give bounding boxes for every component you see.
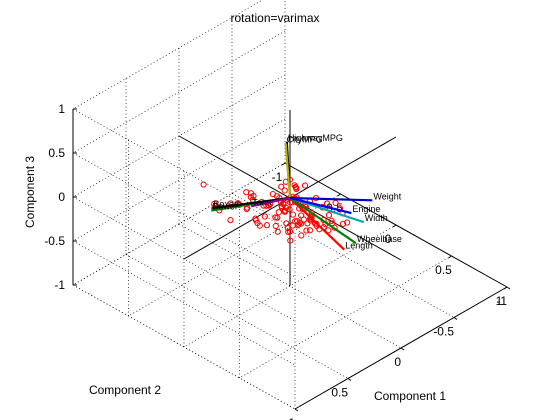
- z-tick-label: 0.5: [48, 146, 65, 160]
- score-point: [286, 206, 293, 213]
- x-tick-mark: [281, 162, 286, 166]
- x-tick-mark: [448, 255, 452, 259]
- y-tick-mark: [347, 378, 352, 381]
- grid-line: [231, 193, 455, 318]
- z-tick-label: 1: [58, 102, 65, 116]
- y-tick-label: -0.5: [433, 325, 454, 339]
- score-point: [301, 182, 309, 189]
- score-point: [325, 227, 332, 234]
- vector-citympg: [284, 143, 292, 199]
- score-point: [272, 222, 279, 230]
- vector-length: [289, 197, 346, 251]
- score-point: [263, 222, 270, 229]
- score-point: [284, 224, 292, 232]
- vector-label-highwaympg: HighwayMPG: [288, 133, 343, 143]
- y-axis-label: Component 2: [89, 383, 161, 397]
- vector-tons: [250, 196, 291, 208]
- score-point: [272, 214, 279, 221]
- y-tick-label: -1: [496, 294, 507, 308]
- score-point: [306, 227, 314, 234]
- y-tick-mark: [453, 317, 458, 320]
- grid-line: [183, 224, 397, 348]
- z-tick-label: -0.5: [44, 234, 65, 248]
- grid-line: [72, 196, 296, 322]
- score-point: [211, 200, 218, 207]
- vector-weight: [289, 196, 373, 202]
- vector-engine: [289, 196, 352, 215]
- x-tick-label: 1: [496, 294, 503, 308]
- x-tick-label: 0: [385, 232, 392, 246]
- x-tick-mark: [337, 193, 341, 197]
- score-point: [339, 220, 347, 227]
- grid-line: [125, 254, 349, 379]
- grid-line: [72, 162, 286, 286]
- grid-line: [72, 30, 286, 154]
- score-point: [294, 217, 301, 225]
- grid-line: [178, 223, 402, 349]
- score-point: [252, 217, 260, 224]
- score-point: [275, 209, 282, 216]
- x-tick-mark: [503, 286, 508, 290]
- loading-vectors: [211, 141, 373, 251]
- score-point: [298, 212, 305, 219]
- x-tick-mark: [392, 224, 397, 228]
- tick-labels: -1-0.500.51-1-0.500.51-1-0.500.51: [44, 102, 511, 420]
- score-point: [328, 217, 335, 224]
- vector-label-length: Length: [345, 241, 373, 251]
- score-point: [344, 219, 351, 226]
- vector-label-engine: Engine: [352, 204, 380, 214]
- vector-label-weight: Weight: [373, 191, 401, 201]
- score-point: [285, 228, 292, 236]
- score-point: [280, 200, 287, 207]
- z-tick-label: 0: [58, 190, 65, 204]
- score-point: [298, 232, 305, 239]
- score-point: [303, 227, 310, 234]
- grid-line: [72, 118, 286, 242]
- grid-line: [239, 255, 452, 379]
- score-point: [291, 182, 298, 189]
- score-point: [289, 211, 297, 218]
- score-point: [308, 215, 315, 222]
- score-point: [261, 213, 268, 220]
- vector-wheelbase: [289, 197, 357, 245]
- vector-label-boxed: Boxed: [213, 199, 239, 209]
- z-tick-label: -1: [54, 278, 65, 292]
- score-point: [227, 217, 234, 224]
- y-tick-mark: [506, 286, 511, 290]
- vector-label-tons: Tons: [252, 197, 272, 207]
- grid-line: [128, 193, 341, 317]
- x-axis-label: Component 1: [374, 389, 446, 403]
- y-tick-label: 0.5: [331, 386, 348, 400]
- score-point: [243, 205, 250, 213]
- y-tick-label: 1: [288, 416, 295, 420]
- score-point: [274, 228, 281, 235]
- x-tick-label: 0.5: [435, 263, 452, 277]
- grid-line: [72, 74, 286, 198]
- score-point: [294, 222, 301, 229]
- z-axis-label: Component 3: [23, 156, 37, 228]
- vector-label-wheelbase: Wheelbase: [357, 234, 402, 244]
- score-point: [281, 187, 288, 194]
- vector-label-width: Width: [365, 213, 388, 223]
- x-tick-label: -1: [272, 170, 283, 184]
- grid-line: [72, 108, 296, 234]
- score-point: [287, 237, 294, 244]
- grid-line: [72, 0, 264, 110]
- score-point: [325, 211, 333, 219]
- grid-line: [72, 240, 296, 366]
- score-point: [243, 189, 250, 196]
- score-point: [304, 220, 311, 227]
- vector-label-power: Power: [212, 202, 238, 212]
- vector-label-citympg: CityMPG: [287, 134, 323, 144]
- score-point: [200, 181, 207, 188]
- y-tick-label: 0: [394, 355, 401, 369]
- y-tick-mark: [294, 408, 299, 412]
- y-tick-mark: [400, 347, 405, 351]
- chart-title: rotation=varimax: [230, 11, 319, 25]
- score-point: [278, 183, 285, 190]
- grid-line: [72, 284, 296, 410]
- grid-line: [72, 152, 296, 278]
